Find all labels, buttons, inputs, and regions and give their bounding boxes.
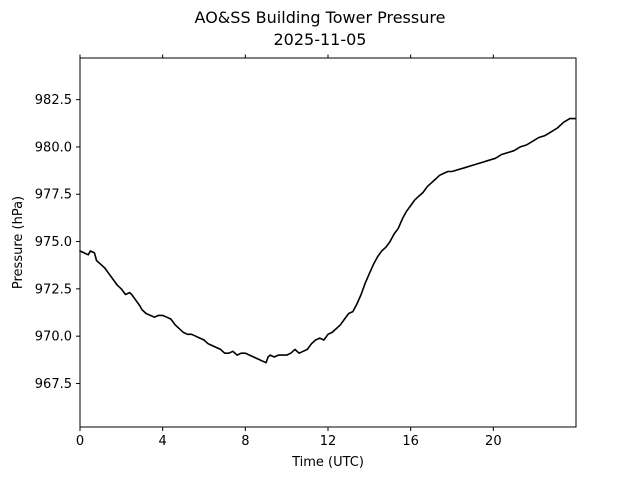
chart-subtitle: 2025-11-05 — [274, 30, 367, 49]
y-tick-label: 972.5 — [35, 282, 72, 297]
axes: 0 4 8 12 16 20 967.5 970.0 972.5 975.0 977.5 980.0 9… — [35, 54, 502, 449]
y-tick-label: 982.5 — [35, 93, 72, 108]
chart-title: AO&SS Building Tower Pressure — [195, 8, 446, 27]
x-tick-label: 0 — [76, 434, 84, 449]
data-series — [79, 117, 576, 364]
x-tick-label: 8 — [241, 434, 249, 449]
y-tick-label: 977.5 — [35, 188, 72, 203]
x-tick-label: 4 — [159, 434, 167, 449]
y-tick-label: 975.0 — [35, 235, 72, 250]
y-tick-label: 970.0 — [35, 330, 72, 345]
y-axis-label: Pressure (hPa) — [11, 196, 26, 289]
x-tick-label: 20 — [485, 434, 502, 449]
y-tick-label: 980.0 — [35, 140, 72, 155]
pressure-series-line — [79, 117, 576, 364]
x-axis-label: Time (UTC) — [291, 455, 364, 470]
plot-frame — [79, 57, 577, 428]
x-tick-label: 12 — [320, 434, 337, 449]
y-tick-label: 967.5 — [35, 377, 72, 392]
x-tick-label: 16 — [402, 434, 419, 449]
